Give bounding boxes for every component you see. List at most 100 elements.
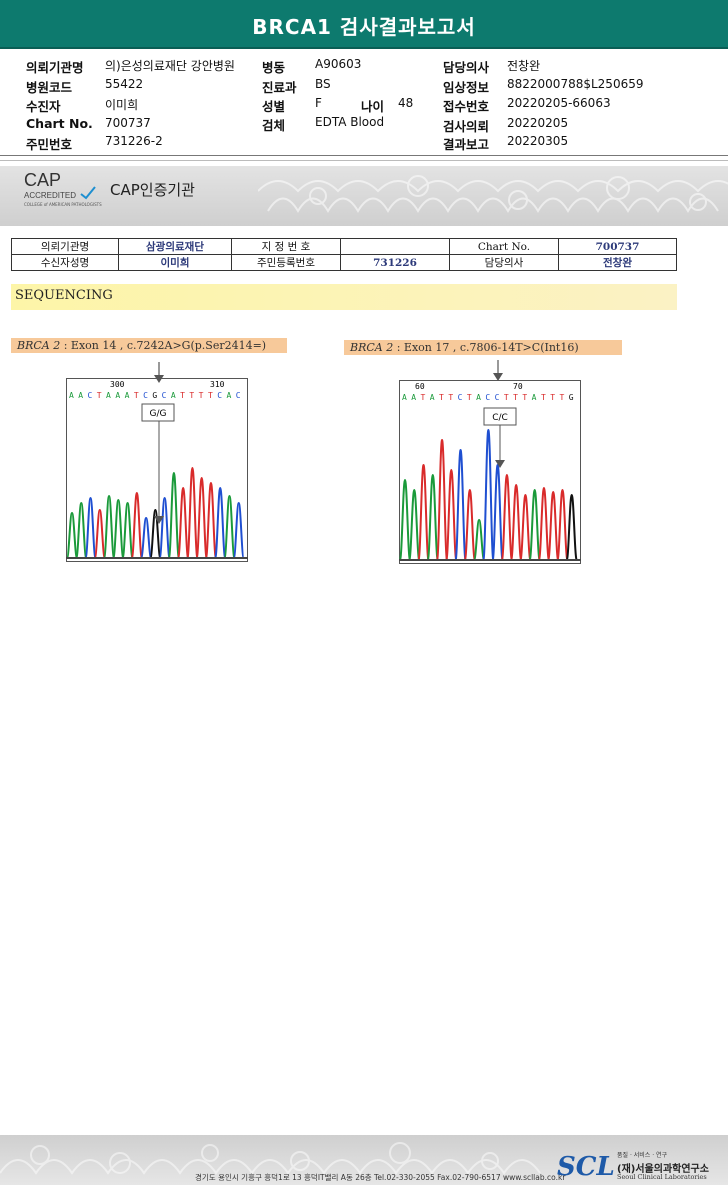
base-call-t: T xyxy=(97,391,102,400)
base-call-t: T xyxy=(134,391,139,400)
trace-peak xyxy=(112,498,125,559)
base-call-a: A xyxy=(226,391,231,400)
value-specimen: EDTA Blood xyxy=(315,115,385,129)
mutation-desc: : Exon 17 , c.7806-14T>C(Int16) xyxy=(393,341,579,354)
base-call-t: T xyxy=(513,393,518,402)
value-resident-no: 731226-2 xyxy=(105,134,163,148)
value-ward: A90603 xyxy=(315,57,362,71)
base-call-a: A xyxy=(171,391,176,400)
base-call-a: A xyxy=(402,393,407,402)
trace-peak xyxy=(140,516,153,559)
value-receipt-no: 20220205-66063 xyxy=(507,96,611,110)
trace-peak xyxy=(547,490,560,561)
label-ward: 병동 xyxy=(262,60,286,75)
trace-peak xyxy=(103,494,116,559)
label-clinical-info: 임상정보 xyxy=(443,80,490,95)
cap-title: CAP인증기관 xyxy=(110,181,195,199)
table-cell: 731226 xyxy=(340,254,450,271)
value-hospital-code: 55422 xyxy=(105,77,144,91)
label-hospital-code: 병원코드 xyxy=(26,80,73,95)
cap-band xyxy=(0,166,728,226)
trace-peak xyxy=(454,448,467,561)
trace-peak xyxy=(519,493,532,561)
base-call-t: T xyxy=(180,391,185,400)
base-call-a: A xyxy=(106,391,111,400)
pointer-arrow-icon xyxy=(495,460,505,468)
trace-peak xyxy=(482,428,495,561)
trace-peak xyxy=(417,463,430,561)
cap-logo: CAP ACCREDITED COLLEGE of AMERICAN PATHO… xyxy=(24,170,102,207)
genotype-box xyxy=(483,407,517,426)
trace-peak xyxy=(399,478,411,561)
gene-name: BRCA 2 xyxy=(17,339,61,352)
trace-peak xyxy=(204,481,217,559)
trace-peak xyxy=(500,473,513,561)
trace-peak xyxy=(121,501,134,559)
scl-org-english: Seoul Clinical Laboratories xyxy=(617,1173,707,1181)
trace-peak xyxy=(473,518,486,561)
scl-tagline: 품질 · 서비스 · 연구 xyxy=(617,1152,668,1159)
position-tick-2: 70 xyxy=(513,382,523,391)
base-call-c: C xyxy=(495,393,500,402)
table-cell: 지 정 번 호 xyxy=(231,238,341,255)
base-call-a: A xyxy=(69,391,74,400)
value-physician: 전창완 xyxy=(507,59,541,73)
trace-peak xyxy=(75,501,88,559)
table-cell xyxy=(340,238,450,255)
title-bar: BRCA1 검사결과보고서 xyxy=(0,0,728,49)
trace-peak xyxy=(426,473,439,561)
label-department: 진료과 xyxy=(262,80,297,95)
table-cell: 이미희 xyxy=(118,254,232,271)
value-chart-no: 700737 xyxy=(105,116,151,130)
table-cell: 700737 xyxy=(558,238,677,255)
down-arrow-icon xyxy=(493,360,503,381)
base-call-c: C xyxy=(143,391,148,400)
trace-peak xyxy=(491,463,504,561)
trace-peak xyxy=(408,488,421,561)
trace-peak xyxy=(232,501,245,559)
trace-peak xyxy=(528,488,541,561)
base-call-c: C xyxy=(485,393,490,402)
trace-peak xyxy=(510,483,523,561)
label-chart-no: Chart No. xyxy=(26,116,93,131)
genotype-box xyxy=(141,403,175,422)
cap-logo-text: CAP xyxy=(24,170,62,190)
table-cell: 주민등록번호 xyxy=(231,254,341,271)
label-patient: 수진자 xyxy=(26,99,61,114)
cap-college-text: COLLEGE of AMERICAN PATHOLOGISTS xyxy=(24,202,102,207)
value-department: BS xyxy=(315,77,331,91)
base-call-a: A xyxy=(78,391,83,400)
base-call-t: T xyxy=(541,393,546,402)
base-call-a: A xyxy=(430,393,435,402)
trace-peak xyxy=(130,491,143,559)
mutation-desc: : Exon 14 , c.7242A>G(p.Ser2414=) xyxy=(60,339,267,352)
cloud-pattern xyxy=(0,1142,541,1175)
checkmark-icon xyxy=(80,186,96,200)
pointer-arrow-icon xyxy=(154,516,164,524)
base-call-t: T xyxy=(522,393,527,402)
base-call-c: C xyxy=(88,391,93,400)
base-call-c: C xyxy=(236,391,241,400)
label-report-date: 결과보고 xyxy=(443,137,490,152)
base-call-t: T xyxy=(189,391,194,400)
table-row: 의뢰기관명 삼광의료재단 지 정 번 호 Chart No. 700737 xyxy=(11,238,677,255)
trace-peak xyxy=(167,471,180,559)
label-age: 나이 xyxy=(361,99,385,114)
scl-logo: SCL xyxy=(557,1152,615,1182)
base-call-a: A xyxy=(476,393,481,402)
base-call-c: C xyxy=(217,391,222,400)
gene-name: BRCA 2 xyxy=(350,341,394,354)
table-cell: 담당의사 xyxy=(449,254,559,271)
trace-peak xyxy=(556,488,569,561)
trace-peak xyxy=(445,468,458,561)
trace-peak xyxy=(186,466,199,559)
trace-peaks xyxy=(66,466,245,559)
value-age: 48 xyxy=(398,96,414,110)
trace-peak xyxy=(158,496,171,559)
base-call-a: A xyxy=(125,391,130,400)
base-call-t: T xyxy=(467,393,472,402)
mutation-label-1: BRCA 2 : Exon 14 , c.7242A>G(p.Ser2414=) xyxy=(11,338,287,353)
sequencing-title: SEQUENCING xyxy=(15,288,113,303)
base-call-t: T xyxy=(208,391,213,400)
